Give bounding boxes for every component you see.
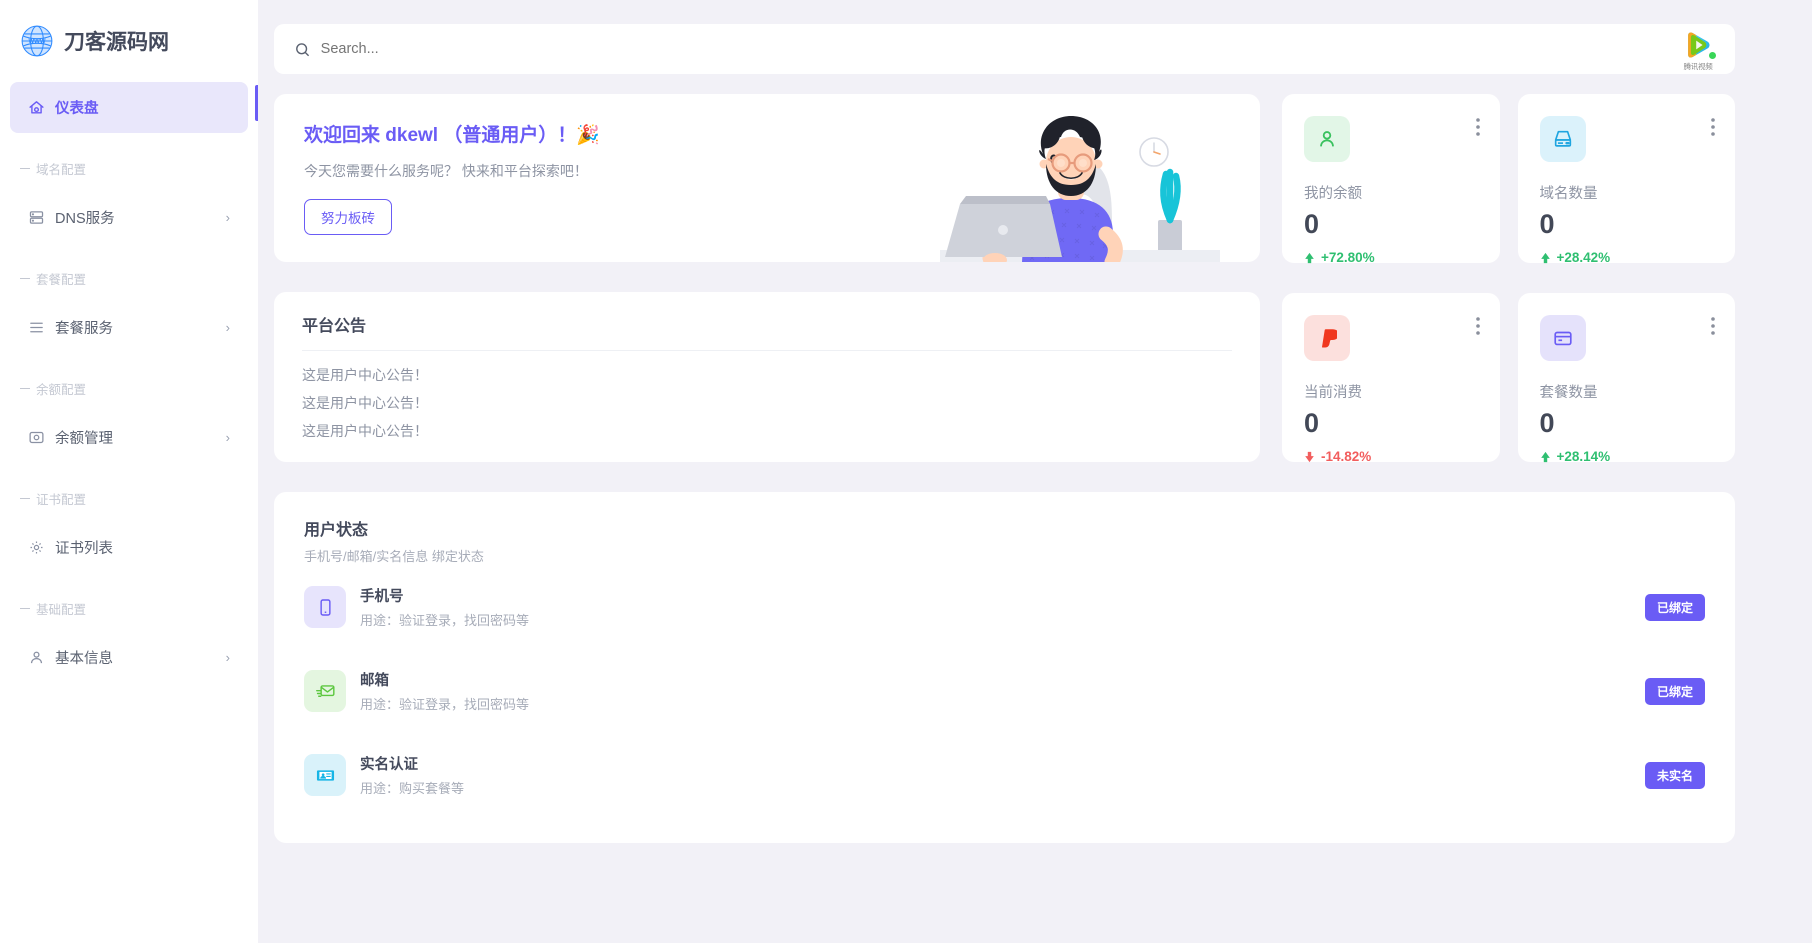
svg-text:WWW: WWW (28, 39, 45, 45)
